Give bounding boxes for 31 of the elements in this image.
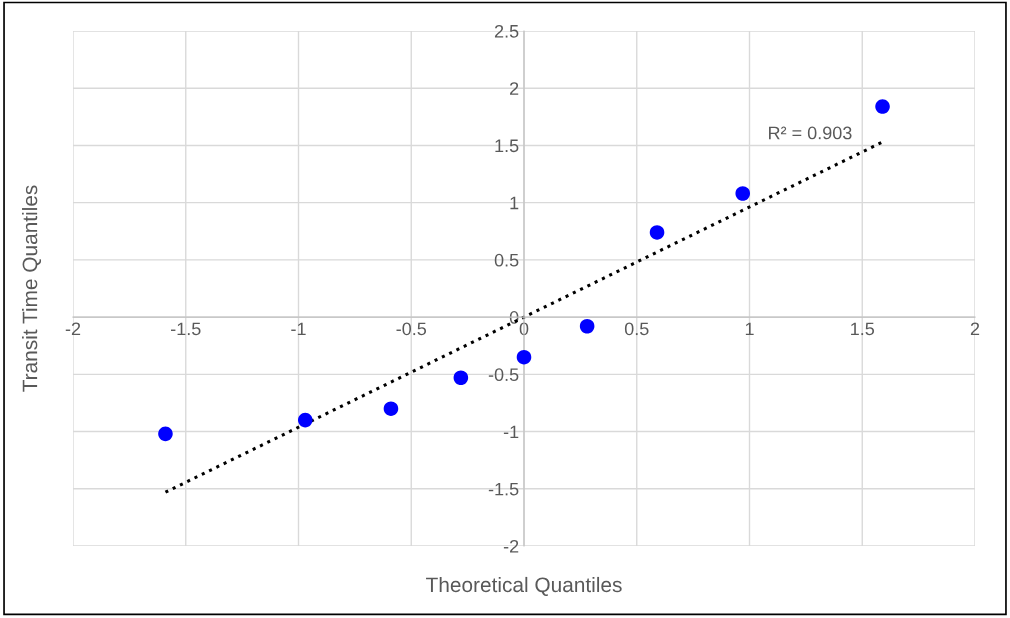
point <box>516 349 532 365</box>
x-tick-label: 0.5 <box>624 322 649 336</box>
y-tick-label: -0.5 <box>488 368 519 382</box>
point <box>735 186 751 201</box>
x-tick-label: -0.5 <box>396 322 427 336</box>
y-tick-label: -2 <box>503 539 519 553</box>
y-tick-label: 2 <box>510 82 519 95</box>
x-tick-label: -2 <box>65 322 81 336</box>
x-axis-title: Theoretical Quantiles <box>426 576 622 596</box>
y-tick-label: 1.5 <box>495 139 519 153</box>
point <box>875 99 890 114</box>
point <box>158 426 173 442</box>
y-tick-label: 2.5 <box>494 24 519 38</box>
y-tick-label: 0 <box>509 311 519 324</box>
y-tick-label: -1.5 <box>488 482 519 496</box>
point <box>297 412 313 428</box>
y-axis-title: Transit Time Quantiles <box>22 185 42 392</box>
y-tick-label: -1 <box>503 425 519 439</box>
y-tick-label: 1 <box>510 196 519 210</box>
y-tick-label: 0.5 <box>494 253 519 267</box>
x-tick-label: -1 <box>291 322 306 336</box>
x-tick-label: 2 <box>970 322 980 336</box>
point <box>383 401 399 416</box>
x-tick-label: 0 <box>519 322 529 336</box>
x-tick-label: -1.5 <box>171 322 201 336</box>
point <box>649 225 665 240</box>
point <box>579 318 595 334</box>
x-tick-label: 1.5 <box>851 322 875 336</box>
x-tick-label: 1 <box>745 322 754 336</box>
point <box>453 370 469 386</box>
annotation: R² = 0.903 <box>769 126 852 140</box>
